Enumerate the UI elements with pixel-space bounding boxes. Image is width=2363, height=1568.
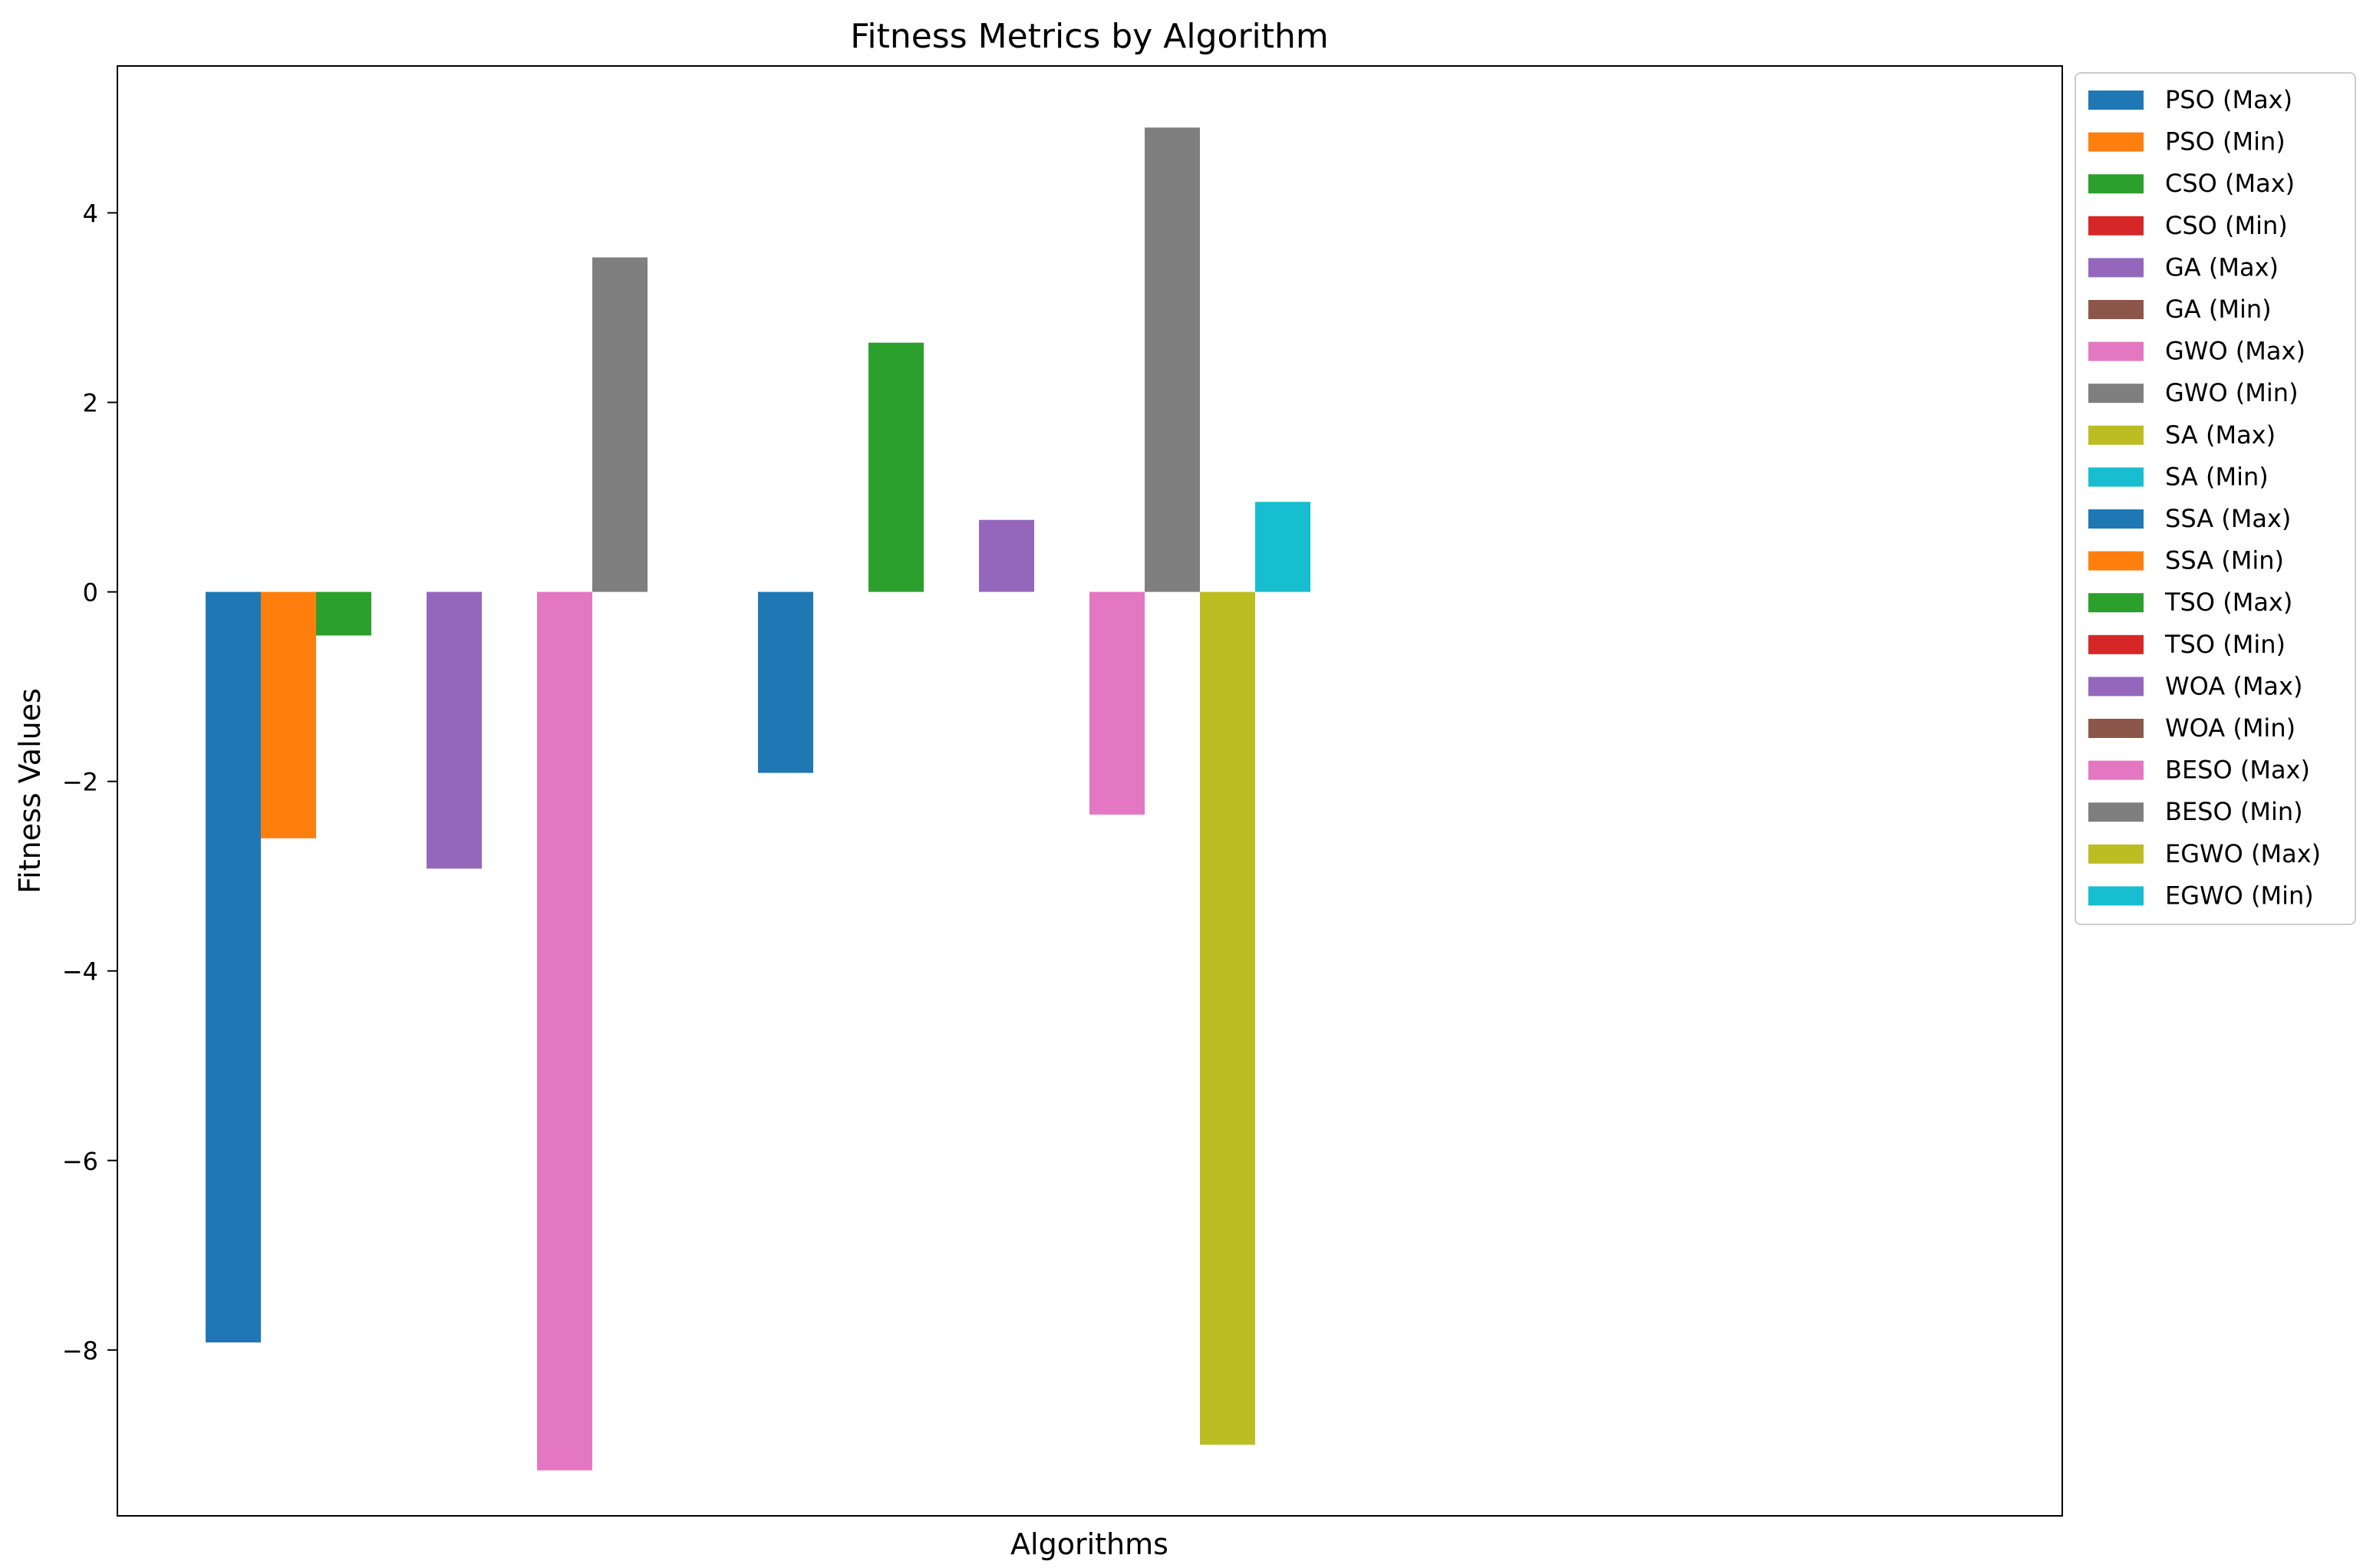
- y-axis-label: Fitness Values: [13, 688, 47, 894]
- legend-swatch-cso-min: [2088, 216, 2144, 236]
- legend-label-gwo-max: GWO (Max): [2165, 337, 2305, 366]
- y-axis-ticks: 4 2 0 −2 −4 −6 −8: [62, 199, 117, 1365]
- legend-swatch-ssa-max: [2088, 509, 2144, 529]
- legend-swatch-woa-min: [2088, 719, 2144, 738]
- bar-egwo-max: [1200, 591, 1255, 1445]
- legend-items: PSO (Max) PSO (Min) CSO (Max) CSO (Min) GA (…: [2088, 85, 2321, 910]
- bar-woa-max: [979, 519, 1034, 592]
- bar-cso-max: [316, 591, 371, 636]
- legend-swatch-ga-max: [2088, 258, 2144, 278]
- bar-egwo-min: [1255, 502, 1310, 592]
- legend-label-beso-max: BESO (Max): [2165, 756, 2310, 785]
- y-tick-label: 0: [83, 578, 98, 608]
- legend-label-ga-max: GA (Max): [2165, 252, 2279, 282]
- legend-label-tso-min: TSO (Min): [2164, 630, 2286, 659]
- legend-box: [2075, 72, 2356, 925]
- y-tick-label: 4: [83, 199, 98, 228]
- legend-label-ssa-max: SSA (Max): [2165, 504, 2291, 533]
- legend-swatch-woa-max: [2088, 677, 2144, 697]
- legend-label-beso-min: BESO (Min): [2165, 797, 2303, 826]
- chart-title: Fitness Metrics by Algorithm: [850, 17, 1329, 56]
- plot-frame: [117, 65, 2063, 1517]
- legend-swatch-ssa-min: [2088, 551, 2144, 571]
- legend-swatch-gwo-min: [2088, 384, 2144, 404]
- legend-label-egwo-min: EGWO (Min): [2165, 881, 2314, 910]
- bar-beso-min: [1145, 127, 1200, 592]
- legend-label-cso-min: CSO (Min): [2165, 211, 2288, 240]
- legend-swatch-tso-max: [2088, 593, 2144, 613]
- legend-label-pso-min: PSO (Min): [2165, 127, 2286, 156]
- legend-swatch-cso-max: [2088, 174, 2144, 194]
- legend-swatch-tso-min: [2088, 634, 2144, 654]
- legend-swatch-beso-min: [2088, 802, 2144, 822]
- legend-label-pso-max: PSO (Max): [2165, 85, 2292, 114]
- bar-beso-max: [1089, 591, 1145, 815]
- legend-label-sa-min: SA (Min): [2165, 462, 2269, 491]
- y-tick-label: −4: [62, 957, 98, 987]
- legend-label-sa-max: SA (Max): [2165, 420, 2276, 450]
- x-axis-label: Algorithms: [1010, 1527, 1168, 1561]
- y-tick-label: 2: [83, 389, 98, 418]
- legend-label-woa-min: WOA (Min): [2165, 713, 2295, 743]
- legend-label-ga-min: GA (Min): [2165, 295, 2272, 324]
- legend-swatch-pso-max: [2088, 91, 2144, 110]
- bar-tso-max: [868, 342, 924, 592]
- legend-swatch-sa-min: [2088, 467, 2144, 487]
- bar-pso-max: [206, 591, 261, 1342]
- bar-ssa-max: [758, 591, 813, 773]
- y-tick-label: −8: [62, 1336, 98, 1365]
- bar-gwo-min: [592, 257, 648, 592]
- legend-label-tso-max: TSO (Max): [2164, 588, 2292, 617]
- legend-swatch-sa-max: [2088, 425, 2144, 445]
- legend-label-egwo-max: EGWO (Max): [2165, 839, 2321, 868]
- legend-swatch-gwo-max: [2088, 341, 2144, 361]
- legend-label-ssa-min: SSA (Min): [2165, 546, 2284, 575]
- legend-swatch-egwo-min: [2088, 886, 2144, 906]
- bar-pso-min: [261, 591, 316, 838]
- legend-swatch-beso-max: [2088, 760, 2144, 780]
- y-tick-label: −6: [62, 1147, 98, 1176]
- legend-swatch-ga-min: [2088, 300, 2144, 319]
- legend-label-woa-max: WOA (Max): [2165, 671, 2302, 700]
- y-tick-label: −2: [62, 768, 98, 797]
- legend-label-gwo-min: GWO (Min): [2165, 378, 2299, 407]
- legend: PSO (Max) PSO (Min) CSO (Max) CSO (Min) GA (…: [2075, 72, 2356, 925]
- legend-label-cso-max: CSO (Max): [2165, 169, 2295, 198]
- legend-swatch-pso-min: [2088, 132, 2144, 152]
- bar-ga-max: [427, 591, 482, 869]
- legend-swatch-egwo-max: [2088, 844, 2144, 864]
- bar-gwo-max: [537, 591, 592, 1471]
- bars-layer: [206, 127, 1310, 1471]
